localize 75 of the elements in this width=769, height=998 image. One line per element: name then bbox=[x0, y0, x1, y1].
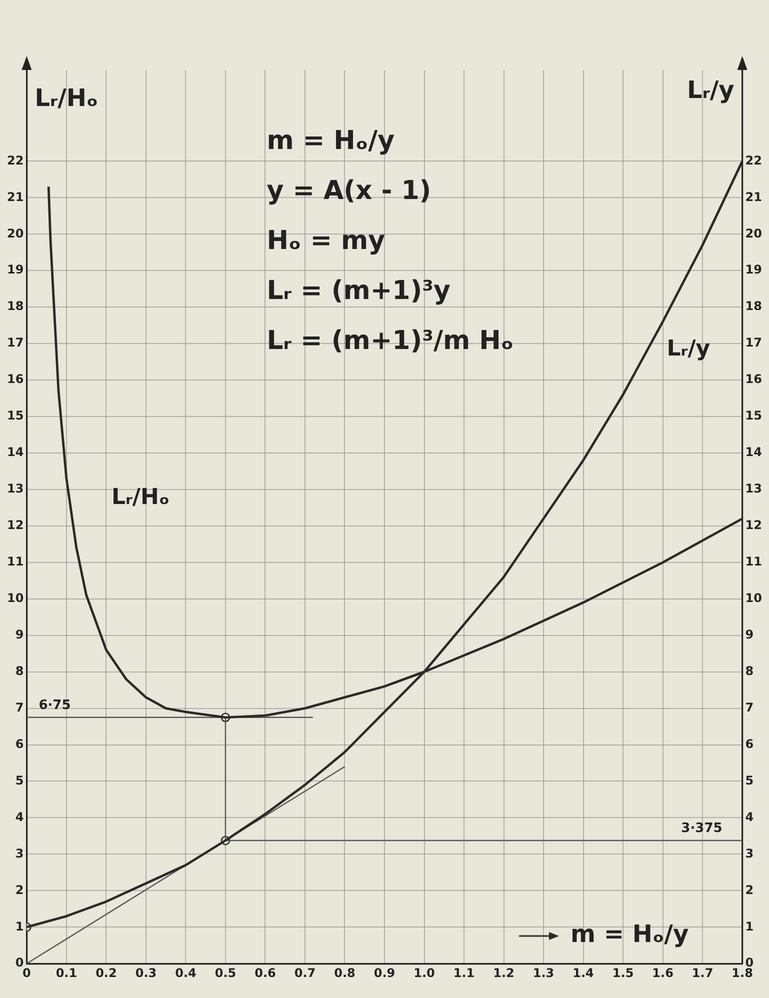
y2-tick-label: 2 bbox=[745, 882, 754, 897]
y2-axis-title: Lᵣ/y bbox=[687, 76, 735, 104]
y-tick-label: 16 bbox=[6, 372, 24, 386]
y-tick-label: 12 bbox=[6, 518, 24, 532]
y2-tick-label: 19 bbox=[745, 262, 762, 277]
x-tick-label: 1.7 bbox=[692, 966, 714, 980]
y2-tick-label: 8 bbox=[745, 664, 754, 678]
y-tick-label: 3 bbox=[15, 846, 24, 860]
x-tick-label: 1.6 bbox=[652, 966, 674, 980]
y2-tick-label: 14 bbox=[745, 445, 762, 460]
y-axis-title: Lᵣ/Hₒ bbox=[34, 84, 98, 112]
y-tick-label: 6 bbox=[15, 736, 24, 751]
y2-tick-label: 4 bbox=[745, 810, 754, 824]
y-tick-label: 14 bbox=[6, 445, 24, 460]
annotation: m = Hₒ/y bbox=[266, 126, 395, 156]
y2-tick-label: 12 bbox=[745, 518, 762, 532]
y2-tick-label: 3 bbox=[745, 846, 754, 860]
y2-tick-label: 11 bbox=[745, 554, 762, 569]
y2-tick-label: 5 bbox=[745, 773, 754, 788]
x-tick-label: 1.1 bbox=[453, 966, 475, 980]
series-label: Lᵣ/y bbox=[666, 336, 710, 362]
annotation: y = A(x - 1) bbox=[266, 176, 432, 206]
y-tick-label: 4 bbox=[15, 810, 24, 824]
x-axis-title: m = Hₒ/y bbox=[570, 920, 689, 948]
series-label: 6·75 bbox=[38, 698, 71, 713]
y-tick-label: 9 bbox=[15, 627, 24, 642]
x-tick-label: 1.5 bbox=[612, 966, 634, 980]
annotation: Lᵣ = (m+1)³/m Hₒ bbox=[266, 326, 514, 356]
y2-tick-label: 17 bbox=[745, 336, 762, 350]
y-tick-label: 13 bbox=[6, 482, 24, 496]
x-tick-label: 0.8 bbox=[334, 966, 356, 980]
y-tick-label: 17 bbox=[6, 336, 24, 350]
y2-tick-label: 16 bbox=[745, 372, 762, 386]
x-tick-label: 0.5 bbox=[214, 966, 236, 980]
y-tick-label: 19 bbox=[6, 262, 24, 277]
y-tick-label: 2 bbox=[15, 882, 24, 897]
annotation: Hₒ = my bbox=[266, 226, 386, 256]
y2-tick-label: 6 bbox=[745, 736, 754, 751]
y-tick-label: 21 bbox=[6, 190, 24, 204]
y2-tick-label: 10 bbox=[745, 590, 762, 605]
annotation: Lᵣ = (m+1)³y bbox=[266, 276, 450, 306]
y2-tick-label: 1 bbox=[745, 919, 754, 934]
x-tick-label: 0.9 bbox=[374, 966, 396, 980]
x-tick-label: 0.6 bbox=[254, 966, 276, 980]
y-tick-label: 18 bbox=[6, 299, 24, 314]
y-tick-label: 8 bbox=[15, 664, 24, 678]
y-tick-label: 7 bbox=[15, 700, 24, 714]
x-tick-label: 1.8 bbox=[732, 966, 753, 980]
y-tick-label: 22 bbox=[6, 153, 24, 168]
y2-tick-label: 7 bbox=[745, 700, 754, 714]
x-tick-label: 1.4 bbox=[572, 966, 594, 980]
y2-tick-label: 20 bbox=[745, 226, 762, 240]
x-tick-label: 0.3 bbox=[135, 966, 157, 980]
y2-tick-label: 22 bbox=[745, 153, 762, 168]
x-tick-label: 0.2 bbox=[96, 966, 117, 980]
y2-tick-label: 13 bbox=[745, 482, 762, 496]
x-tick-label: 0.1 bbox=[56, 966, 78, 980]
y2-tick-label: 18 bbox=[745, 299, 762, 314]
y-tick-label: 15 bbox=[6, 408, 24, 423]
x-tick-label: 0.4 bbox=[175, 966, 196, 980]
y-tick-label: 20 bbox=[6, 226, 24, 240]
y2-tick-label: 9 bbox=[745, 627, 754, 642]
y-tick-label: 1 bbox=[15, 919, 24, 934]
y-tick-label: 11 bbox=[6, 554, 24, 569]
x-tick-label: 1.2 bbox=[493, 966, 514, 980]
y-tick-label: 5 bbox=[15, 773, 24, 788]
x-tick-label: 0.7 bbox=[294, 966, 316, 980]
x-tick-label: 1.3 bbox=[532, 966, 554, 980]
y-tick-label: 0 bbox=[15, 956, 24, 970]
y2-tick-label: 21 bbox=[745, 190, 762, 204]
y-tick-label: 10 bbox=[6, 590, 24, 605]
x-tick-label: 1.0 bbox=[414, 966, 435, 980]
series-label: Lᵣ/Hₒ bbox=[111, 485, 170, 510]
y2-tick-label: 15 bbox=[745, 408, 762, 423]
series-label: 3·375 bbox=[681, 820, 722, 836]
